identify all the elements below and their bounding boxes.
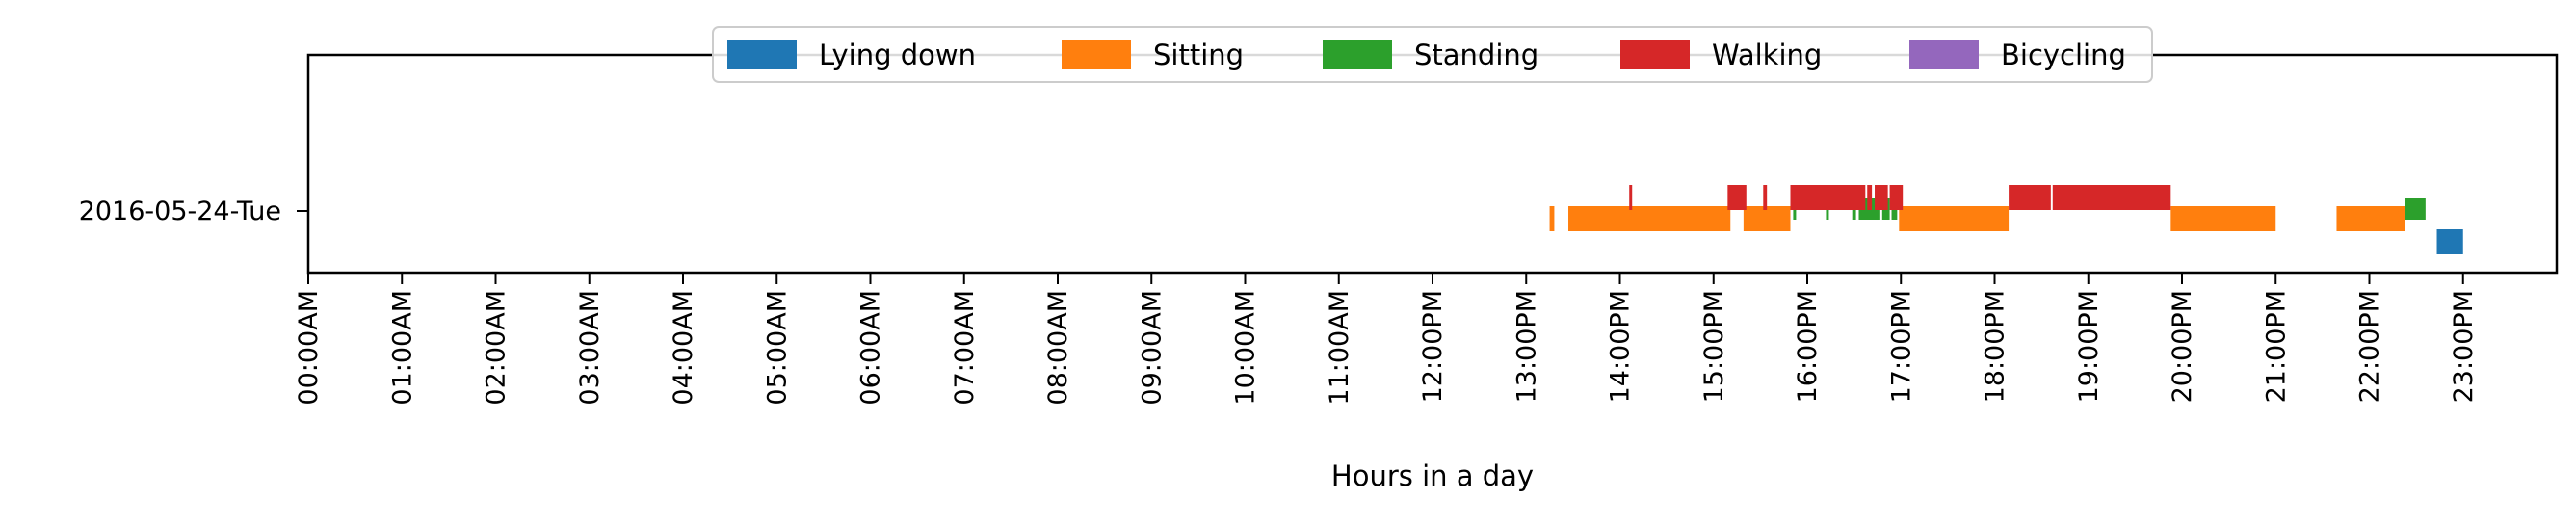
- x-tick-label: 04:00AM: [669, 290, 698, 406]
- legend: Lying down Sitting Standing Walking Bicyclin…: [712, 26, 2153, 83]
- x-tick-label: 21:00PM: [2261, 290, 2291, 403]
- legend-label-sitting: Sitting: [1153, 39, 1244, 71]
- walking-bar: [1875, 185, 1888, 210]
- lying-down-bar: [2436, 229, 2463, 254]
- x-tick-label: 16:00PM: [1793, 290, 1823, 403]
- x-tick-label: 07:00AM: [950, 290, 980, 406]
- x-tick-label: 14:00PM: [1606, 290, 1636, 403]
- walking-bar: [2009, 185, 2051, 210]
- x-tick-label: 05:00AM: [762, 290, 792, 406]
- x-tick-label: 18:00PM: [1981, 290, 2011, 403]
- x-tick-label: 02:00AM: [482, 290, 512, 406]
- x-tick-label: 06:00AM: [856, 290, 886, 406]
- sitting-bar: [2170, 206, 2276, 231]
- legend-swatch-lying-down: [727, 40, 797, 69]
- x-axis-label: Hours in a day: [1331, 459, 1534, 492]
- x-tick-label: 09:00AM: [1137, 290, 1167, 406]
- x-tick-label: 00:00AM: [294, 290, 324, 406]
- legend-swatch-sitting: [1062, 40, 1131, 69]
- legend-label-lying-down: Lying down: [819, 39, 976, 71]
- x-tick-label: 08:00AM: [1043, 290, 1073, 406]
- walking-bar: [1790, 185, 1866, 210]
- x-tick-label: 15:00PM: [1699, 290, 1729, 403]
- x-tick-label: 22:00PM: [2355, 290, 2385, 403]
- x-tick-label: 23:00PM: [2449, 290, 2479, 403]
- sitting-bar: [1743, 206, 1791, 231]
- sitting-bar: [1549, 206, 1555, 231]
- x-tick-label: 13:00PM: [1511, 290, 1541, 403]
- walking-bar: [1867, 185, 1873, 210]
- standing-bar: [2405, 198, 2426, 220]
- walking-bar: [1629, 185, 1633, 210]
- walking-bar: [1763, 185, 1768, 210]
- legend-label-standing: Standing: [1414, 39, 1538, 71]
- walking-bar: [1727, 185, 1747, 210]
- y-tick-label: 2016-05-24-Tue: [79, 197, 281, 226]
- legend-swatch-standing: [1323, 40, 1392, 69]
- sitting-bar: [1899, 206, 2010, 231]
- x-tick-label: 12:00PM: [1418, 290, 1448, 403]
- y-axis: 2016-05-24-Tue: [79, 197, 308, 226]
- x-tick-label: 01:00AM: [387, 290, 417, 406]
- sitting-bar: [1568, 206, 1731, 231]
- legend-label-walking: Walking: [1712, 39, 1822, 71]
- sitting-bar: [2336, 206, 2405, 231]
- x-tick-label: 03:00AM: [575, 290, 605, 406]
- x-tick-label: 11:00AM: [1325, 290, 1354, 406]
- x-axis: 00:00AM 01:00AM 02:00AM 03:00AM 04:00AM 05:00…: [294, 273, 2479, 406]
- legend-swatch-bicycling: [1909, 40, 1979, 69]
- walking-bar: [2052, 185, 2171, 210]
- x-tick-label: 19:00PM: [2074, 290, 2104, 403]
- legend-label-bicycling: Bicycling: [2001, 39, 2126, 71]
- x-tick-label: 20:00PM: [2168, 290, 2197, 403]
- legend-swatch-walking: [1620, 40, 1690, 69]
- walking-bar: [1889, 185, 1904, 210]
- activity-bars: [1549, 185, 2463, 254]
- x-tick-label: 17:00PM: [1886, 290, 1916, 403]
- x-tick-label: 10:00AM: [1231, 290, 1261, 406]
